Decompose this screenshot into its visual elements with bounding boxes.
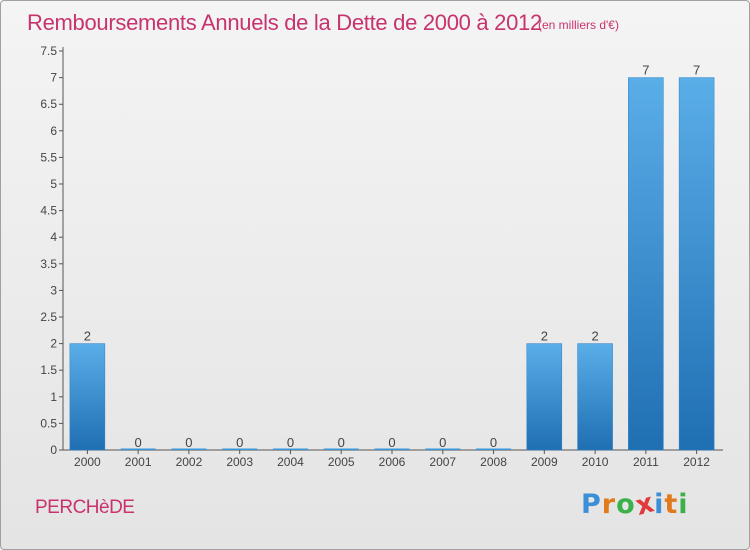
x-tick-label: 2006 xyxy=(379,455,406,469)
y-tick-label: 4 xyxy=(50,230,57,244)
bar xyxy=(120,448,156,450)
bar xyxy=(374,448,410,450)
x-tick-label: 2011 xyxy=(633,455,659,469)
x-tick-label: 2001 xyxy=(125,455,152,469)
bar-value-label: 0 xyxy=(439,435,446,450)
logo-letter: t xyxy=(664,489,679,520)
bar xyxy=(323,448,359,450)
logo-letter: i xyxy=(678,489,689,520)
x-tick-label: 2000 xyxy=(74,455,101,469)
y-tick-label: 7 xyxy=(50,71,57,85)
chart-unit: (en milliers d'€) xyxy=(538,18,619,32)
x-tick-label: 2010 xyxy=(582,455,609,469)
y-tick-label: 7.5 xyxy=(40,44,57,58)
y-tick-label: 5 xyxy=(50,177,57,191)
bar-value-label: 0 xyxy=(338,435,345,450)
y-tick-label: 3.5 xyxy=(40,257,57,271)
x-tick-label: 2012 xyxy=(683,455,710,469)
y-tick-label: 2.5 xyxy=(40,310,57,324)
bar xyxy=(222,448,258,450)
bar-value-label: 2 xyxy=(541,329,548,344)
x-tick-label: 2007 xyxy=(429,455,456,469)
bar-value-label: 0 xyxy=(185,435,192,450)
bar-value-label: 0 xyxy=(287,435,294,450)
bar-value-label: 7 xyxy=(642,63,649,78)
y-tick-label: 3 xyxy=(50,283,57,297)
y-tick-label: 1 xyxy=(50,390,57,404)
y-tick-label: 4.5 xyxy=(40,204,57,218)
y-tick-label: 5.5 xyxy=(40,150,57,164)
bar-value-label: 2 xyxy=(591,329,598,344)
x-tick-label: 2005 xyxy=(328,455,355,469)
bar xyxy=(577,343,613,451)
bar-value-label: 0 xyxy=(135,435,142,450)
logo-letter: o xyxy=(616,489,636,520)
proxiti-logo[interactable]: Proxiti xyxy=(581,487,689,522)
y-tick-label: 0.5 xyxy=(40,416,57,430)
x-tick-label: 2003 xyxy=(226,455,253,469)
bar-value-label: 7 xyxy=(693,63,700,78)
x-tick-label: 2008 xyxy=(480,455,507,469)
y-tick-label: 6 xyxy=(50,124,57,138)
y-tick-label: 6.5 xyxy=(40,97,57,111)
bar xyxy=(425,448,461,450)
chart-title: Remboursements Annuels de la Dette de 20… xyxy=(27,10,542,35)
bar xyxy=(171,448,207,450)
bar xyxy=(476,448,512,450)
commune-name: PERCHèDE xyxy=(35,497,135,518)
bar-value-label: 0 xyxy=(388,435,395,450)
logo-letter: r xyxy=(601,489,617,520)
y-tick-label: 1.5 xyxy=(40,363,57,377)
bar xyxy=(272,448,308,450)
y-tick-label: 2 xyxy=(50,337,57,351)
bar xyxy=(526,343,563,451)
logo-letter: i xyxy=(654,489,665,520)
y-tick-label: 0 xyxy=(50,443,57,457)
logo-letter: P xyxy=(581,489,602,520)
bar xyxy=(678,77,715,451)
x-tick-label: 2002 xyxy=(176,455,203,469)
bar xyxy=(628,77,664,451)
bar-value-label: 2 xyxy=(84,329,91,344)
bar-value-label: 0 xyxy=(490,435,497,450)
x-tick-label: 2004 xyxy=(277,455,304,469)
x-tick-label: 2009 xyxy=(531,455,558,469)
bar-value-label: 0 xyxy=(236,435,243,450)
bar xyxy=(69,343,106,451)
